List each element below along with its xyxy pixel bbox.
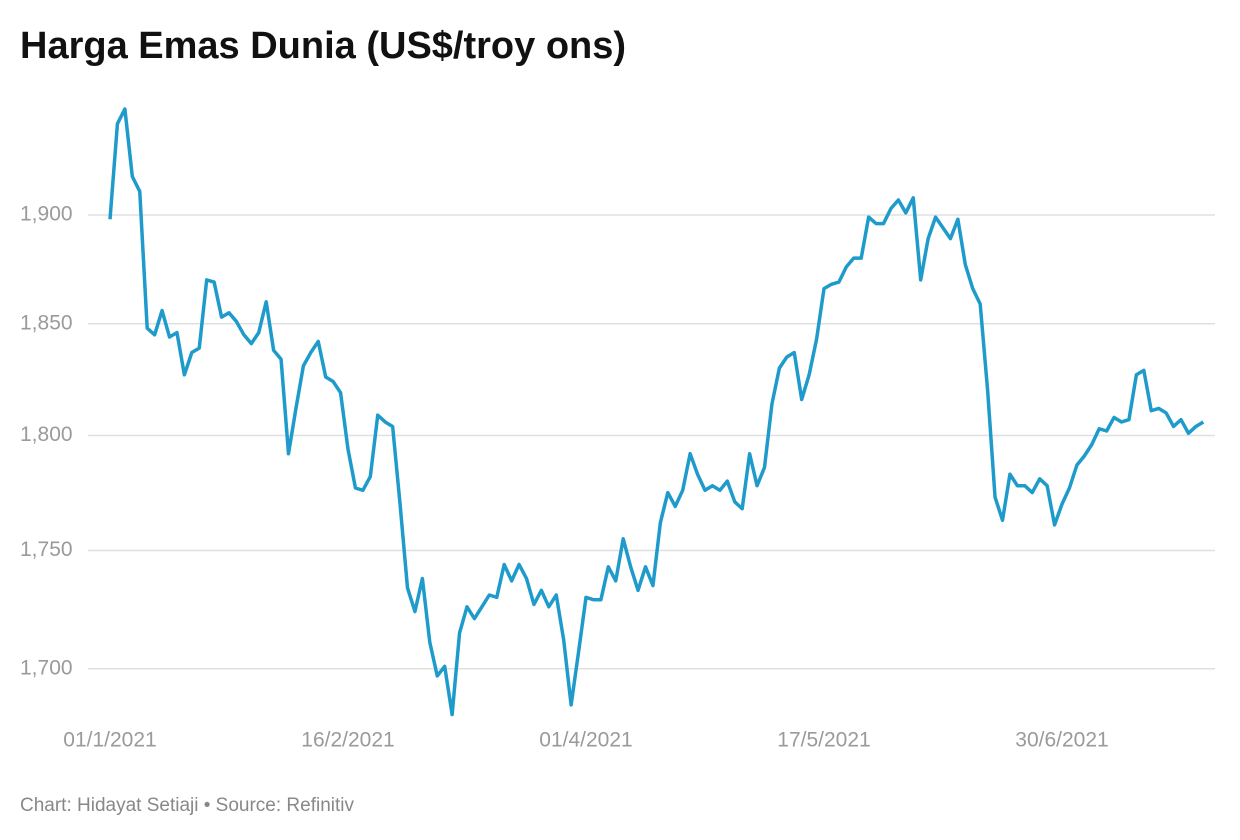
x-tick-label: 17/5/2021: [777, 729, 870, 752]
y-tick-label: 1,800: [20, 423, 73, 446]
price-line: [108, 107, 1205, 717]
chart-title: Harga Emas Dunia (US$/troy ons): [20, 25, 626, 67]
y-tick-label: 1,850: [20, 311, 73, 334]
y-tick-label: 1,900: [20, 203, 73, 226]
x-tick-label: 01/4/2021: [539, 729, 632, 752]
y-tick-label: 1,750: [20, 538, 73, 561]
y-tick-label: 1,700: [20, 656, 73, 679]
x-tick-label: 01/1/2021: [63, 729, 156, 752]
x-tick-label: 16/2/2021: [301, 729, 394, 752]
x-tick-label: 30/6/2021: [1015, 729, 1108, 752]
source-note: Chart: Hidayat Setiaji • Source: Refinit…: [20, 795, 355, 816]
